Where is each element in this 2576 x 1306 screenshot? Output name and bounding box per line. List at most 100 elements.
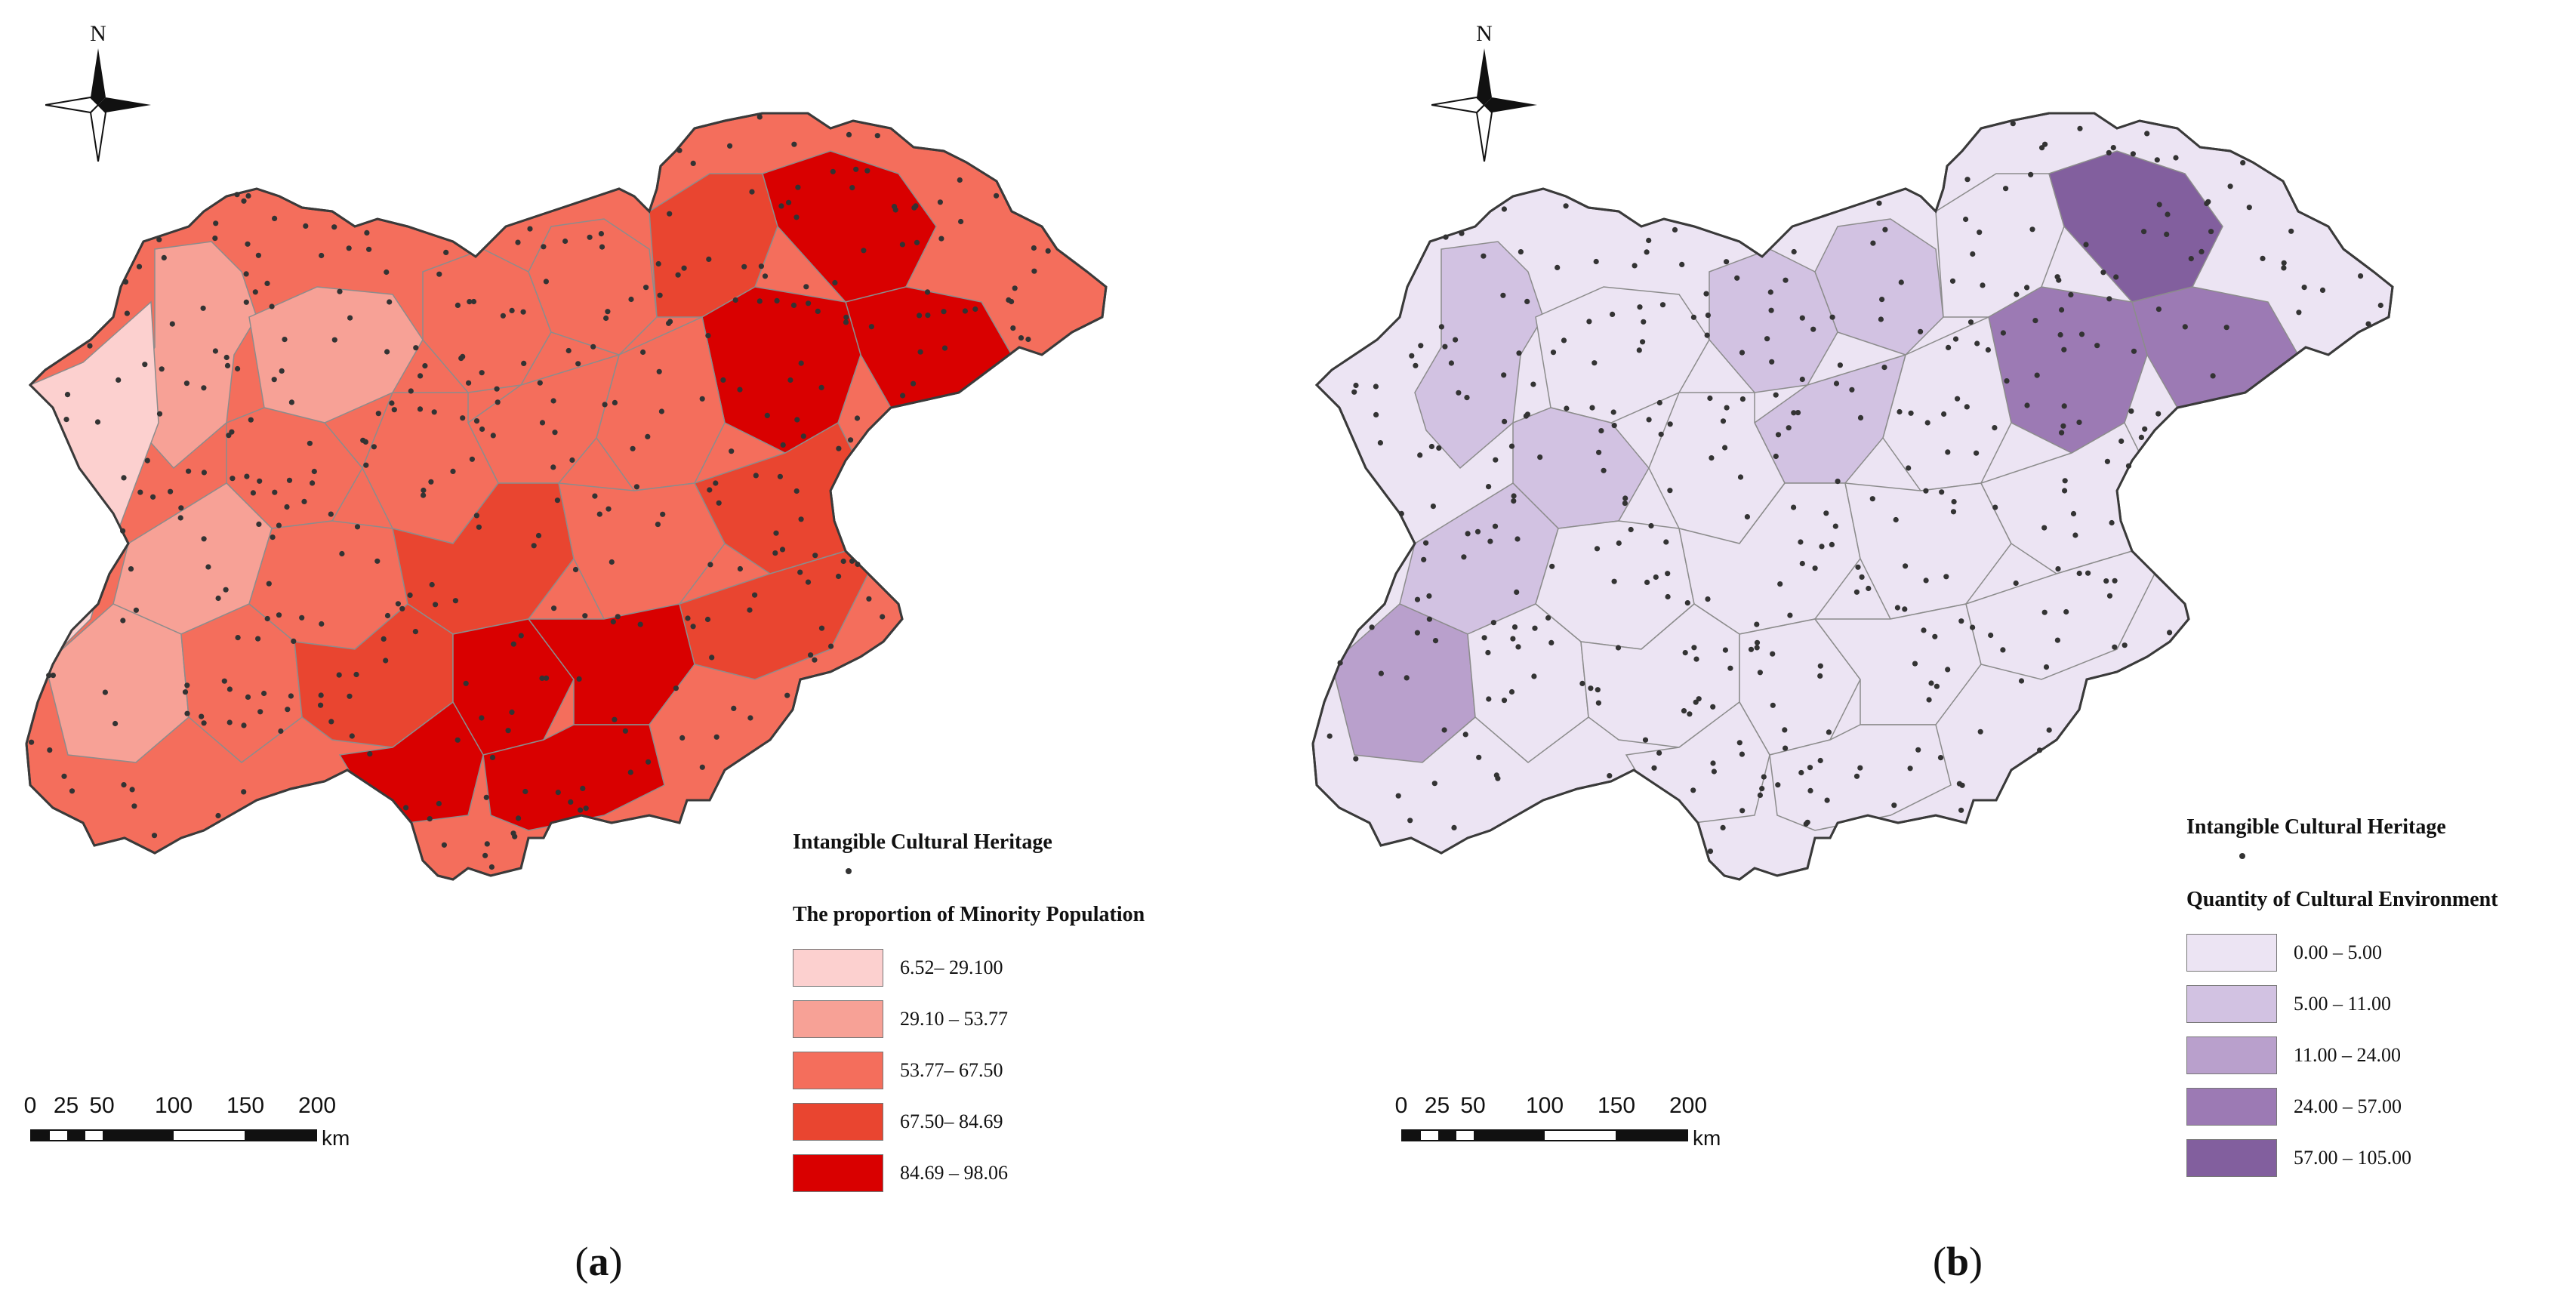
heritage-site-point <box>479 715 485 721</box>
heritage-site-point <box>531 543 537 549</box>
heritage-site-point <box>1672 226 1678 233</box>
heritage-site-point <box>1441 727 1447 733</box>
heritage-site-point <box>554 497 561 504</box>
heritage-site-point <box>962 308 968 314</box>
heritage-site-point <box>1476 754 1482 760</box>
heritage-site-point <box>1644 579 1650 586</box>
heritage-site-point <box>1443 234 1449 240</box>
legend-row: 11.00 – 24.00 <box>2186 1030 2498 1081</box>
county-area <box>558 482 726 620</box>
heritage-site-point <box>1857 765 1863 771</box>
heritage-site-point <box>270 534 276 541</box>
heritage-site-point <box>2013 580 2019 587</box>
heritage-site-point <box>2032 318 2038 324</box>
heritage-site-point <box>403 805 409 811</box>
heritage-site-point <box>1783 277 1789 283</box>
heritage-site-point <box>805 579 812 585</box>
legend-label: 24.00 – 57.00 <box>2294 1095 2402 1117</box>
heritage-symbol <box>2239 853 2245 859</box>
heritage-site-point <box>2240 160 2246 166</box>
heritage-site-point <box>1826 729 1832 735</box>
heritage-site-point <box>2055 566 2061 572</box>
heritage-site-point <box>1777 581 1783 587</box>
heritage-site-point <box>1622 495 1628 501</box>
heritage-site-point <box>63 417 69 423</box>
heritage-site-point <box>266 581 272 587</box>
county-area <box>1769 724 1952 831</box>
heritage-site-point <box>778 203 784 209</box>
heritage-site-point <box>1518 249 1524 255</box>
heritage-site-point <box>543 279 550 285</box>
heritage-site-point <box>46 673 52 679</box>
heritage-site-point <box>818 625 825 631</box>
heritage-site-point <box>643 285 649 291</box>
heritage-site-point <box>2281 260 2287 266</box>
heritage-site-point <box>2260 255 2266 261</box>
heritage-site-point <box>1963 216 1969 223</box>
heritage-site-point <box>381 636 387 642</box>
heritage-site-point <box>516 815 522 821</box>
legend-row: 57.00 – 105.00 <box>2186 1132 2498 1184</box>
heritage-site-point <box>389 400 395 406</box>
heritage-site-point <box>1421 556 1427 562</box>
legend-row: 0.00 – 5.00 <box>2186 927 2498 978</box>
heritage-site-point <box>1462 732 1468 738</box>
heritage-site-point <box>1977 229 1983 236</box>
heritage-site-point <box>1428 443 1434 450</box>
legend-swatch <box>793 1103 883 1141</box>
heritage-site-point <box>460 415 466 421</box>
heritage-site-point <box>151 833 158 839</box>
map-panel-a: N 0 25 50 100 150 200 km Intangible Cultural H… <box>24 21 1145 1284</box>
heritage-site-point <box>1501 206 1507 212</box>
heritage-site-point <box>808 652 814 658</box>
panel-caption-b: (b) <box>1932 1239 1983 1284</box>
heritage-site-point <box>1373 383 1379 390</box>
legend-label: 29.10 – 53.77 <box>900 1008 1008 1030</box>
heritage-site-point <box>1974 450 1980 456</box>
scale-tick-label: 25 <box>53 1093 79 1118</box>
heritage-site-point <box>707 487 713 493</box>
heritage-site-point <box>384 612 391 619</box>
heritage-site-point <box>479 426 485 433</box>
heritage-site-point <box>257 709 263 715</box>
heritage-site-point <box>2131 348 2137 354</box>
heritage-site-point <box>200 305 206 311</box>
heritage-site-point <box>2296 310 2302 316</box>
heritage-site-point <box>286 477 293 483</box>
heritage-site-point <box>673 685 679 692</box>
heritage-site-point <box>1795 410 1801 416</box>
heritage-site-point <box>395 601 402 607</box>
legend-row: 29.10 – 53.77 <box>793 993 1145 1045</box>
map-panel-b: N 0 25 50 100 150 200 km Intangible Cultural H… <box>1288 0 2576 1306</box>
heritage-site-point <box>505 728 511 734</box>
heritage-site-point <box>272 489 278 495</box>
heritage-site-point <box>1734 275 1740 281</box>
heritage-site-point <box>2358 273 2364 279</box>
heritage-site-point <box>269 303 275 310</box>
heritage-site-point <box>2103 578 2109 584</box>
heritage-site-point <box>473 418 480 424</box>
heritage-site-point <box>1724 405 1730 411</box>
heritage-site-point <box>1945 667 1951 673</box>
heritage-site-point <box>675 272 681 278</box>
heritage-site-point <box>1705 313 1711 319</box>
heritage-site-point <box>364 229 370 236</box>
heritage-site-point <box>1959 782 1965 788</box>
heritage-site-point <box>843 314 849 320</box>
heritage-site-point <box>1739 396 1746 402</box>
heritage-site-point <box>484 841 490 847</box>
heritage-site-point <box>2004 378 2010 384</box>
heritage-site-point <box>2125 463 2132 469</box>
heritage-site-point <box>1906 465 1912 471</box>
heritage-site-point <box>1866 585 1872 592</box>
heritage-site-point <box>1611 578 1617 584</box>
heritage-site-point <box>660 511 666 517</box>
heritage-site-point <box>656 368 662 374</box>
heritage-site-point <box>699 764 705 770</box>
heritage-site-point <box>1941 411 1947 417</box>
legend-row: 5.00 – 11.00 <box>2186 978 2498 1030</box>
legend-label: 11.00 – 24.00 <box>2294 1044 2402 1066</box>
heritage-site-point <box>1727 665 1733 671</box>
heritage-site-point <box>1903 563 1909 569</box>
heritage-site-point <box>2301 285 2307 291</box>
